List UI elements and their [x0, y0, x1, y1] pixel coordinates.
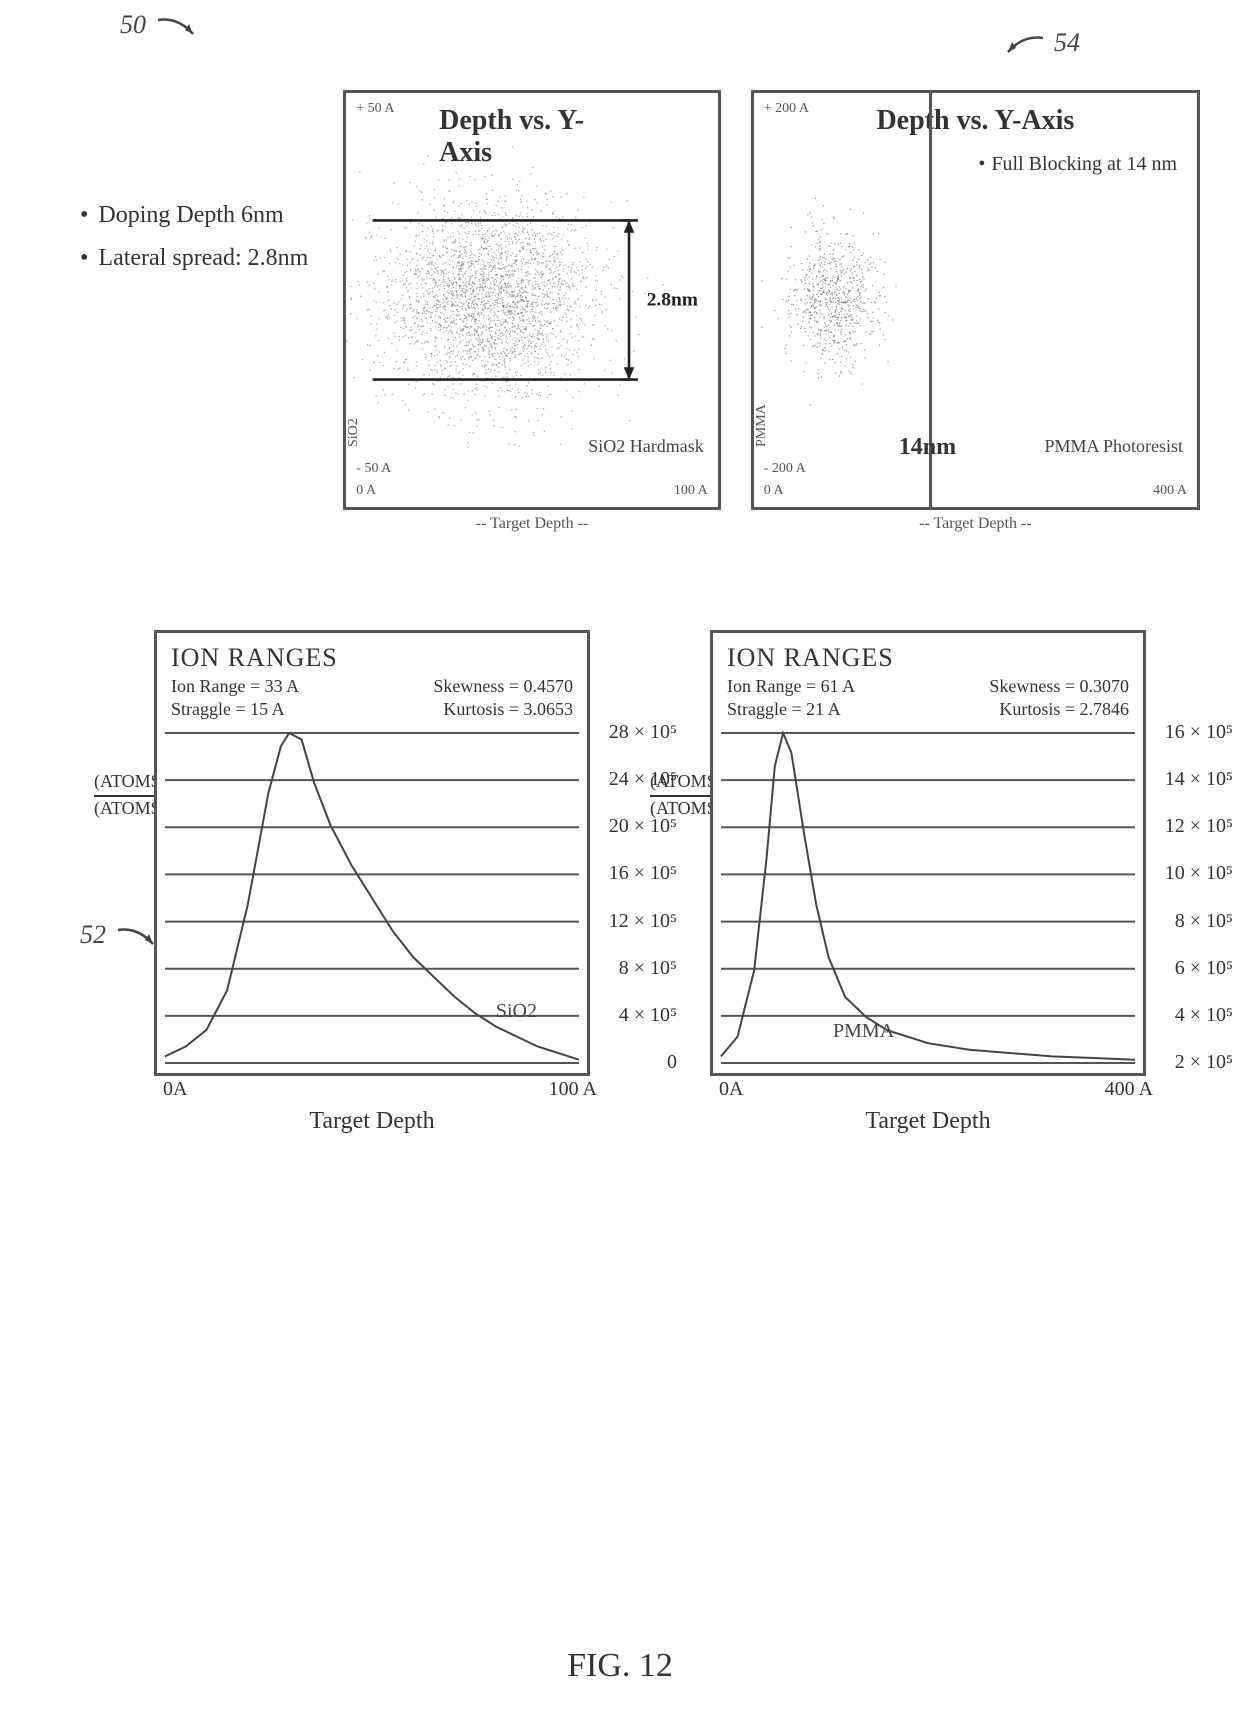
panel-54-pmma: Depth vs. Y-Axis + 200 A - 200 A 0 A 400… [751, 90, 1200, 510]
panel-50-scatter: 2.8nm [346, 93, 717, 507]
ion56-xlabel: Target Depth [865, 1108, 990, 1135]
ion52-ytick: 28 × 10⁵ [609, 721, 677, 744]
ion-block-52: (ATOMS/cm3) (ATOMS/cm2) ION RANGES Ion R… [94, 630, 590, 1076]
ion56-xleft: 0A [719, 1078, 743, 1101]
ion56-ytick: 6 × 10⁵ [1175, 957, 1233, 980]
ion56-material: PMMA [833, 1020, 894, 1043]
note-doping: Doping Depth 6nm [80, 194, 313, 237]
ion-panel-56: ION RANGES Ion Range = 61 A Skewness = 0… [710, 630, 1146, 1076]
figure-caption: FIG. 12 [567, 1647, 673, 1685]
ion56-ytick: 10 × 10⁵ [1165, 862, 1233, 885]
ref-50: 50 [120, 10, 203, 42]
ion52-ytick: 12 × 10⁵ [609, 910, 677, 933]
panel-54-svg [754, 93, 1197, 507]
atoms-top-52: (ATOMS/cm3) [94, 770, 154, 797]
ion52-ytick: 0 [667, 1051, 677, 1074]
ion56-ytick: 16 × 10⁵ [1165, 721, 1233, 744]
ion-panel-52: ION RANGES Ion Range = 33 A Skewness = 0… [154, 630, 590, 1076]
ref-54-text: 54 [1054, 28, 1080, 57]
panel-54-scatter [754, 93, 1197, 507]
ion52-ytick: 8 × 10⁵ [619, 957, 677, 980]
figure-page: 50 54 52 56 Doping Depth 6nm Lateral spr… [0, 0, 1240, 1725]
ion56-ytick: 2 × 10⁵ [1175, 1051, 1233, 1074]
ref-50-text: 50 [120, 10, 146, 39]
atoms-bot-52: (ATOMS/cm2) [94, 797, 154, 820]
ion52-material: SiO2 [496, 1000, 537, 1023]
ion56-ytick: 8 × 10⁵ [1175, 910, 1233, 933]
ion56-ytick: 14 × 10⁵ [1165, 768, 1233, 791]
ion56-xright: 400 A [1105, 1078, 1153, 1101]
ion-block-56: (ATOMS/cm3) (ATOMS/cm2) ION RANGES Ion R… [650, 630, 1146, 1076]
notes-list: Doping Depth 6nm Lateral spread: 2.8nm [40, 114, 313, 486]
panel-54-target: -- Target Depth -- [919, 515, 1031, 533]
panel-50-svg: 2.8nm [346, 93, 717, 507]
ion52-xright: 100 A [549, 1078, 597, 1101]
panel-50-target: -- Target Depth -- [476, 515, 588, 533]
panel-50-dim-text: 2.8nm [647, 289, 698, 310]
ion56-ytick: 12 × 10⁵ [1165, 815, 1233, 838]
bottom-row: (ATOMS/cm3) (ATOMS/cm2) ION RANGES Ion R… [40, 630, 1200, 1076]
ion52-xlabel: Target Depth [309, 1108, 434, 1135]
ref-52-text: 52 [80, 920, 106, 949]
ref-52: 52 [80, 920, 163, 952]
ion52-ytick: 4 × 10⁵ [619, 1004, 677, 1027]
panel-50-sio2: Depth vs. Y-Axis + 50 A - 50 A 0 A 100 A… [343, 90, 720, 510]
ion52-ytick: 20 × 10⁵ [609, 815, 677, 838]
top-row: Doping Depth 6nm Lateral spread: 2.8nm D… [40, 90, 1200, 510]
ion56-svg [713, 633, 1143, 1073]
note-lateral: Lateral spread: 2.8nm [80, 237, 313, 280]
ion52-ytick: 16 × 10⁵ [609, 862, 677, 885]
ion52-ytick: 24 × 10⁵ [609, 768, 677, 791]
atoms-label-52: (ATOMS/cm3) (ATOMS/cm2) [94, 770, 154, 821]
ref-54: 54 [998, 28, 1081, 60]
ion56-ytick: 4 × 10⁵ [1175, 1004, 1233, 1027]
ion52-xleft: 0A [163, 1078, 187, 1101]
